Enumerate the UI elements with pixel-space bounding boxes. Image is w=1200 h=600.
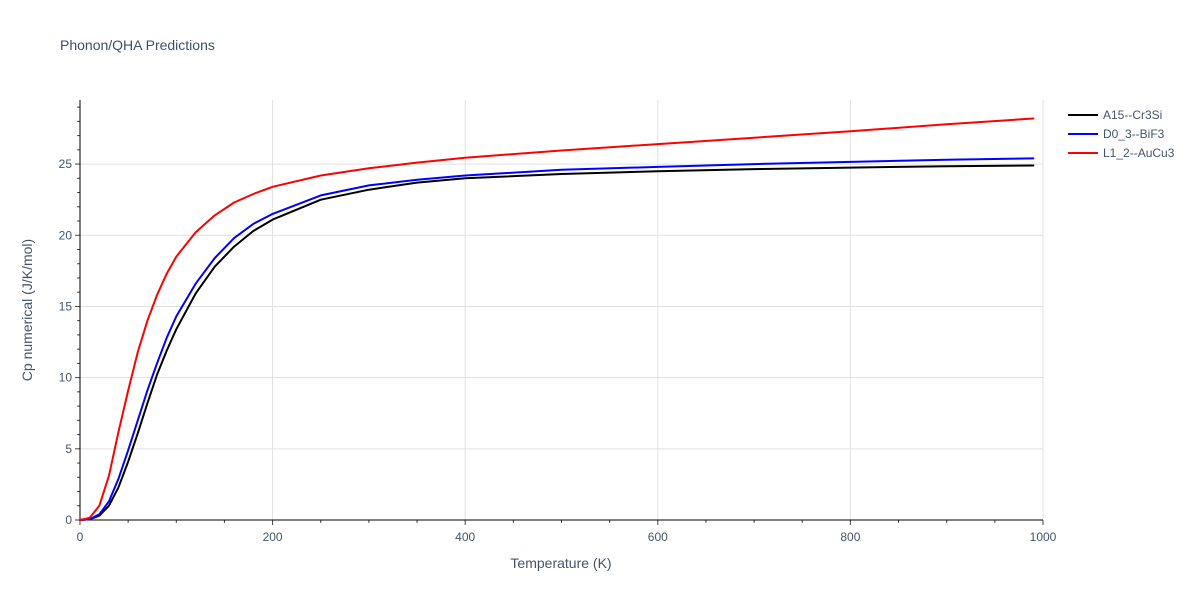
y-tick-label: 20 bbox=[59, 228, 73, 242]
y-tick-label: 10 bbox=[59, 371, 73, 385]
series-line-0 bbox=[79, 164, 1035, 521]
x-tick-label: 600 bbox=[648, 530, 668, 544]
y-tick-label: 0 bbox=[65, 513, 72, 527]
y-tick-label: 15 bbox=[59, 299, 73, 313]
grid-layer bbox=[80, 100, 1044, 520]
x-tick-label: 0 bbox=[77, 530, 84, 544]
x-tick-label: 200 bbox=[263, 530, 283, 544]
y-axis-title: Cp numerical (J/K/mol) bbox=[19, 239, 35, 381]
chart-title: Phonon/QHA Predictions bbox=[60, 37, 215, 53]
y-tick-label: 25 bbox=[59, 157, 73, 171]
x-tick-label: 1000 bbox=[1030, 530, 1057, 544]
axes-layer: 0 200 400 600 800 1000 0 5 10 15 20 25 bbox=[59, 100, 1057, 544]
legend-label: D0_3--BiF3 bbox=[1103, 127, 1165, 141]
series-line-1 bbox=[79, 157, 1035, 521]
legend-label: L1_2--AuCu3 bbox=[1103, 146, 1175, 160]
series-layer bbox=[79, 117, 1035, 521]
x-tick-label: 400 bbox=[455, 530, 475, 544]
legend-label: A15--Cr3Si bbox=[1103, 108, 1162, 122]
series-line-2 bbox=[79, 117, 1035, 521]
legend: A15--Cr3Si D0_3--BiF3 L1_2--AuCu3 bbox=[1068, 108, 1175, 160]
y-tick-label: 5 bbox=[65, 442, 72, 456]
x-axis-title: Temperature (K) bbox=[510, 555, 611, 571]
x-tick-label: 800 bbox=[840, 530, 860, 544]
